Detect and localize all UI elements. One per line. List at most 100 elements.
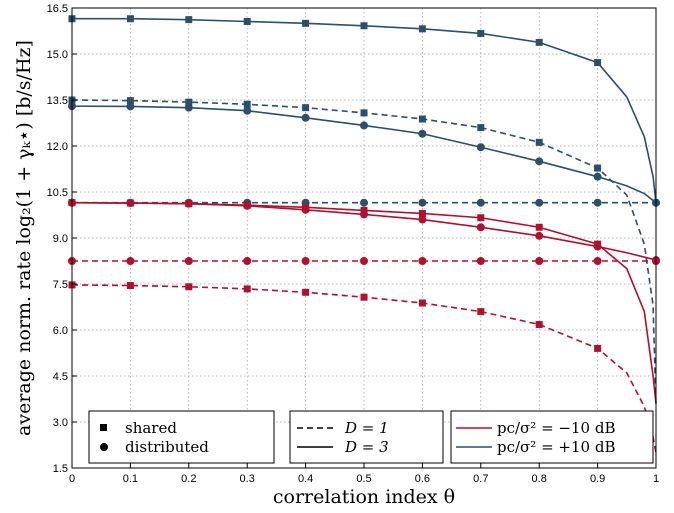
legend-label-minus10: pc/σ² = −10 dB [497, 419, 615, 437]
data-point-circle [593, 242, 602, 251]
axis-ticks: 0 0.1 0.2 0.3 0.4 0.5 0.6 0.7 0.8 0.9 1 1.5 3.0 4.5 6.… [47, 3, 659, 485]
data-point-square [243, 17, 251, 25]
series-group [68, 15, 660, 453]
legend-styles: D = 1 D = 3 [289, 410, 444, 464]
data-point-circle [535, 231, 544, 240]
series-6 [68, 257, 660, 265]
series-0 [68, 15, 657, 203]
y-tick-label: 4.5 [53, 371, 68, 383]
data-point-square [418, 299, 426, 307]
data-point-square [185, 283, 193, 291]
data-point-square [302, 288, 310, 296]
y-tick-label: 12.0 [47, 141, 68, 153]
y-tick-label: 16.5 [47, 3, 68, 15]
data-point-circle [360, 257, 368, 265]
data-point-circle [243, 106, 252, 115]
data-point-square [243, 100, 251, 108]
data-point-square [594, 59, 602, 67]
data-point-circle [418, 257, 427, 265]
data-point-circle [476, 223, 485, 232]
x-tick-label: 0 [69, 473, 75, 485]
data-point-square [302, 104, 310, 112]
legend-label-shared: shared [125, 419, 177, 437]
data-point-square [477, 124, 485, 132]
data-point-square [535, 223, 543, 231]
data-point-square [126, 97, 134, 105]
data-point-circle [476, 143, 485, 152]
y-tick-label: 7.5 [53, 279, 68, 291]
legend-label-plus10: pc/σ² = +10 dB [497, 438, 615, 456]
data-point-square [477, 29, 485, 37]
y-tick-label: 6.0 [53, 325, 68, 337]
legend-label-d1: D = 1 [344, 419, 389, 437]
x-tick-label: 0.2 [181, 473, 196, 485]
data-point-square [302, 19, 310, 27]
data-point-square [477, 308, 485, 316]
data-point-square [535, 320, 543, 328]
data-point-circle [418, 198, 427, 207]
x-tick-label: 0.9 [590, 473, 605, 485]
series-2 [68, 102, 660, 207]
series-4 [68, 199, 657, 404]
data-point-circle [184, 199, 193, 208]
grid-lines [71, 7, 657, 469]
data-point-square [126, 282, 134, 290]
data-point-circle [126, 199, 135, 208]
data-point-square [535, 138, 543, 146]
data-point-square [360, 22, 368, 30]
data-point-circle [418, 129, 427, 138]
data-point-circle [360, 121, 368, 130]
legend-label-d3: D = 3 [344, 438, 389, 456]
data-point-circle [535, 257, 544, 265]
data-point-square [126, 15, 134, 23]
data-point-circle [243, 201, 252, 210]
data-point-square [360, 109, 368, 117]
x-tick-label: 0.4 [298, 473, 313, 485]
y-tick-label: 15.0 [47, 49, 68, 61]
data-point-square [243, 285, 251, 293]
series-5 [68, 198, 660, 265]
legend-square-marker [100, 424, 107, 431]
data-point-circle [126, 102, 135, 111]
data-point-circle [593, 257, 602, 265]
y-axis-label: average norm. rate log₂(1 + γₖ⋆) [b/s/Hz… [13, 40, 35, 436]
x-axis-label: correlation index θ [273, 486, 455, 508]
data-point-square [418, 209, 426, 217]
data-point-circle [593, 198, 602, 207]
data-point-circle [301, 205, 310, 214]
data-point-circle [360, 210, 368, 219]
data-point-square [418, 115, 426, 123]
data-point-square [418, 25, 426, 33]
legend-markers: shared distributed [88, 410, 275, 464]
data-point-circle [418, 215, 427, 224]
x-tick-label: 0.8 [532, 473, 547, 485]
legend-circle-marker [100, 443, 108, 451]
series-line [71, 201, 657, 261]
x-tick-label: 0.3 [240, 473, 255, 485]
series-line [71, 284, 657, 453]
data-point-circle [476, 257, 485, 265]
data-point-circle [535, 198, 544, 207]
x-tick-label: 0.1 [123, 473, 138, 485]
x-tick-label: 0.7 [473, 473, 488, 485]
data-point-square [594, 344, 602, 352]
data-point-circle [593, 172, 602, 181]
data-point-square [594, 164, 602, 172]
data-point-square [477, 214, 485, 222]
data-point-circle [184, 257, 193, 265]
legend-label-distributed: distributed [125, 438, 209, 456]
series-line [72, 17, 657, 203]
data-point-circle [360, 198, 368, 207]
y-tick-label: 1.5 [53, 463, 68, 475]
x-tick-label: 0.6 [415, 473, 430, 485]
data-point-square [535, 38, 543, 46]
y-tick-label: 13.5 [47, 95, 68, 107]
y-tick-label: 9.0 [53, 233, 68, 245]
data-point-circle [184, 103, 193, 112]
data-point-circle [301, 257, 310, 265]
data-point-square [185, 16, 193, 24]
y-tick-label: 3.0 [53, 417, 68, 429]
data-point-circle [126, 257, 135, 265]
series-line [71, 99, 657, 407]
